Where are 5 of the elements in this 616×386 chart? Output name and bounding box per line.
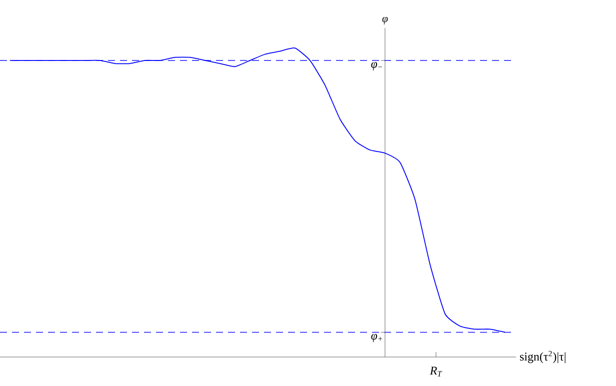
ref-line-label: φ$_{+}$: [371, 334, 382, 342]
text: R$_{T}$: [430, 366, 442, 376]
y-axis-title: φ: [382, 16, 388, 24]
ref-line-label: φ$_{−}$: [371, 62, 382, 70]
x-axis-title: sign(τ$^{2}$)|τ|: [520, 350, 566, 364]
